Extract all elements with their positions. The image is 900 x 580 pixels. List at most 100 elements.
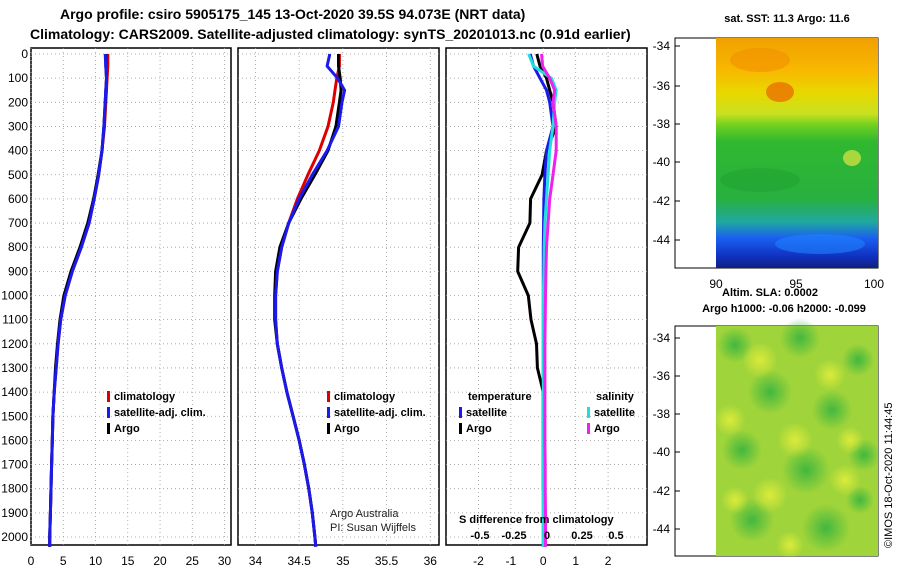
depth-tick-label: 1900 (1, 506, 28, 520)
legend-label: climatology (114, 391, 176, 403)
plot-title-line2: Climatology: CARS2009. Satellite-adjuste… (30, 26, 631, 42)
sla-low-patch (842, 344, 874, 376)
lat-tick-label: -42 (653, 484, 671, 498)
lat-tick-label: -36 (653, 79, 671, 93)
difference-minor-tick-labels: -0.5 -0.25 0 0.25 0.5 (471, 530, 624, 542)
sla-low-patch (802, 504, 850, 552)
difference-lines (516, 53, 558, 547)
legend-label: Argo (114, 423, 140, 435)
sla-high-patch (742, 342, 778, 378)
depth-tick-label: 1100 (2, 313, 28, 327)
depth-tick-label: 1600 (1, 433, 28, 447)
legend-label: satellite (594, 407, 635, 419)
lat-tick-label: -36 (653, 369, 671, 383)
x-tick-label: 35.5 (375, 554, 399, 568)
lat-tick-label: -42 (653, 194, 671, 208)
lat-tick-label: -38 (653, 117, 671, 131)
lon-tick-label: 95 (789, 277, 803, 291)
sst-warm-eddy (766, 82, 794, 102)
minor-tick-label: -0.25 (501, 530, 526, 542)
sst-dark-green-patch (720, 168, 800, 192)
legend-title-salinity: salinity (596, 391, 635, 403)
argo-australia-note: Argo Australia (330, 508, 399, 520)
legend-swatch (587, 407, 590, 418)
legend-label: Argo (594, 423, 620, 435)
depth-tick-label: 100 (8, 71, 28, 85)
sst-map-title: sat. SST: 11.3 Argo: 11.6 (724, 13, 850, 25)
series-line-satellite-adj-clim- (48, 53, 108, 547)
legend-swatch (107, 423, 110, 434)
x-tick-label: 15 (121, 554, 135, 568)
sla-low-patch (722, 430, 762, 470)
legend-label: satellite (466, 407, 507, 419)
legend-title-temperature: temperature (468, 391, 532, 403)
sla-high-patch (776, 531, 804, 559)
x-tick-label: 1 (572, 554, 579, 568)
x-tick-label: 10 (89, 554, 103, 568)
x-tick-label: 25 (186, 554, 200, 568)
depth-tick-label: 900 (8, 264, 28, 278)
depth-tick-label: 1000 (1, 289, 28, 303)
depth-tick-label: 1400 (1, 385, 28, 399)
legend-swatch (459, 407, 462, 418)
sla-lat-ticks: -34 -36 -38 -40 -42 -44 (653, 331, 680, 536)
sst-cold-patch (775, 234, 865, 254)
sla-high-patch (777, 422, 813, 458)
legend-swatch (327, 391, 330, 402)
depth-tick-label: 1800 (1, 482, 28, 496)
x-tick-label: 0 (28, 554, 35, 568)
depth-tick-label: 1700 (1, 458, 28, 472)
minor-tick-label: 0.5 (608, 530, 623, 542)
pi-note: PI: Susan Wijffels (330, 522, 416, 534)
minor-tick-label: 0 (544, 530, 550, 542)
x-tick-label: 34.5 (287, 554, 311, 568)
salinity-lines (273, 53, 347, 547)
depth-tick-label: 800 (8, 240, 28, 254)
lat-tick-label: -34 (653, 331, 671, 345)
temperature-grid (30, 48, 231, 545)
series-line-satellite-adj-clim- (274, 53, 347, 547)
salinity-panel: 34 34.5 35 35.5 36 climatology satellite-adj.… (237, 47, 440, 568)
lon-tick-label: 90 (709, 277, 723, 291)
salinity-tick-labels: 34 34.5 35 35.5 36 (249, 554, 437, 568)
depth-tick-label: 600 (8, 192, 28, 206)
depth-tick-label: 500 (8, 168, 28, 182)
legend-label: satellite-adj. clim. (334, 407, 426, 419)
series-line-s-satellite (527, 53, 558, 547)
lat-tick-label: -38 (653, 407, 671, 421)
legend-label: Argo (466, 423, 492, 435)
sla-low-patch (782, 446, 830, 494)
lat-tick-label: -44 (653, 233, 671, 247)
minor-tick-label: -0.5 (471, 530, 490, 542)
temperature-tick-labels: 0 5 10 15 20 25 30 (28, 554, 232, 568)
lat-tick-label: -34 (653, 39, 671, 53)
legend-label: satellite-adj. clim. (114, 407, 206, 419)
lat-tick-label: -40 (653, 445, 671, 459)
plot-title-line1: Argo profile: csiro 5905175_145 13-Oct-2… (60, 6, 526, 22)
minor-tick-label: 0.25 (571, 530, 592, 542)
imos-credit: ©IMOS 18-Oct-2020 11:44:45 (883, 403, 895, 548)
series-line-s-argo (540, 53, 558, 547)
temperature-panel: 0100200300400500600700800900100011001200… (1, 47, 232, 568)
lat-tick-label: -44 (653, 522, 671, 536)
legend-swatch (327, 407, 330, 418)
legend-swatch (107, 391, 110, 402)
depth-tick-label: 700 (8, 216, 28, 230)
sla-low-patch (780, 318, 820, 358)
sst-light-patch (843, 150, 861, 166)
x-tick-label: 34 (249, 554, 263, 568)
salinity-legend: climatology satellite-adj. clim. Argo (327, 391, 426, 435)
legend-swatch (327, 423, 330, 434)
depth-tick-label: 1300 (1, 361, 28, 375)
depth-tick-label: 400 (8, 144, 28, 158)
difference-panel: -2 -1 0 1 2 -0.5 -0.25 0 0.25 0.5 temperature sal… (445, 47, 648, 568)
sla-high-patch (814, 359, 846, 391)
temperature-legend: climatology satellite-adj. clim. Argo (107, 391, 206, 435)
sla-map-title: Altim. SLA: 0.0002 (722, 287, 818, 299)
sst-warm-patch (730, 48, 790, 72)
depth-tick-label: 1500 (1, 409, 28, 423)
sst-lon-ticks: 90 95 100 (709, 277, 884, 291)
sla-high-patch (721, 486, 749, 514)
x-tick-label: 5 (60, 554, 67, 568)
